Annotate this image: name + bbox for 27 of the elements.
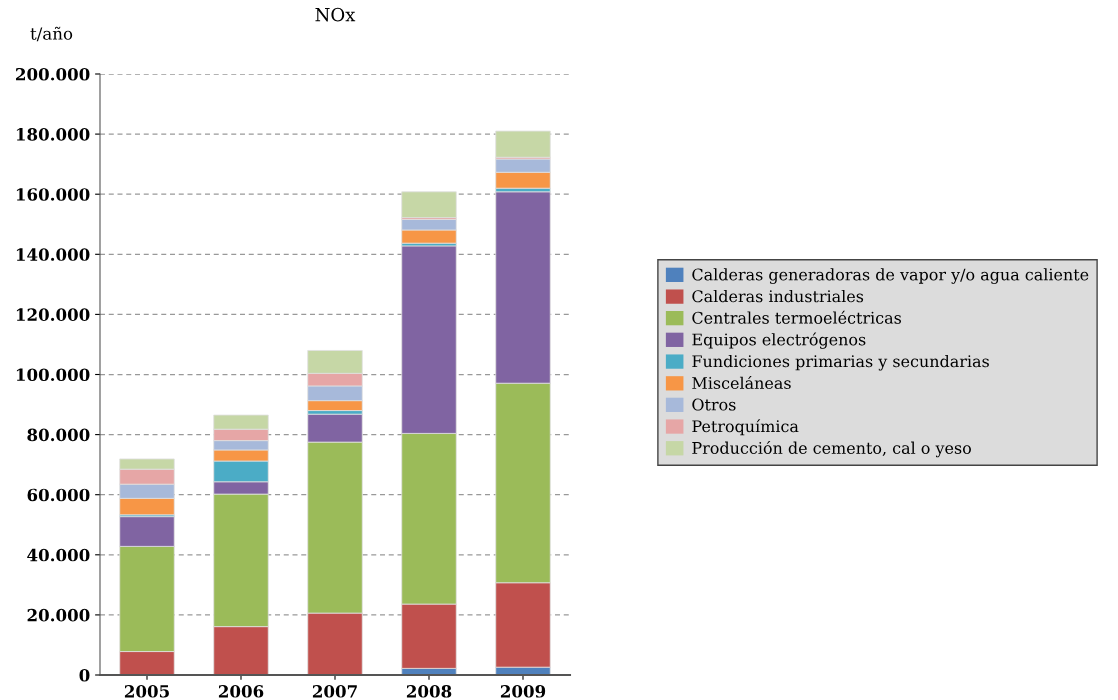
legend-label: Fundiciones primarias y secundarias: [692, 354, 989, 371]
legend-label: Otros: [692, 398, 736, 411]
y-tick-label: 20.000: [27, 608, 90, 622]
y-tick-label: 60.000: [27, 488, 90, 502]
y-tick-label: 80.000: [27, 428, 90, 442]
y-tick-label: 0: [79, 668, 90, 682]
x-tick-label: 2007: [312, 685, 357, 698]
y-tick-label: 200.000: [16, 67, 90, 81]
x-tick-label: 2006: [218, 685, 264, 698]
x-tick-label: 2009: [500, 685, 546, 698]
legend-label: Calderas industriales: [692, 289, 864, 303]
y-tick-label: 140.000: [16, 248, 90, 261]
y-tick-label: 160.000: [16, 188, 90, 201]
legend-label: Equipos electrógenos: [692, 332, 866, 349]
y-tick-label: 180.000: [16, 128, 90, 141]
y-axis-title: t/año: [30, 26, 73, 42]
chart-title: NOx: [315, 7, 356, 22]
legend-label: Petroquímica: [692, 419, 799, 436]
x-tick-label: 2005: [124, 685, 169, 698]
y-tick-label: 40.000: [27, 548, 90, 562]
x-tick-label: 2008: [406, 685, 452, 698]
y-tick-label: 100.000: [16, 368, 90, 382]
legend-label: Calderas generadoras de vapor y/o agua caliente: [692, 268, 1089, 284]
y-tick-label: 120.000: [16, 308, 90, 321]
legend-label: Producción de cemento, cal o yeso: [692, 440, 971, 458]
legend-label: Centrales termoeléctricas: [692, 310, 902, 324]
legend-label: Misceláneas: [692, 376, 791, 390]
